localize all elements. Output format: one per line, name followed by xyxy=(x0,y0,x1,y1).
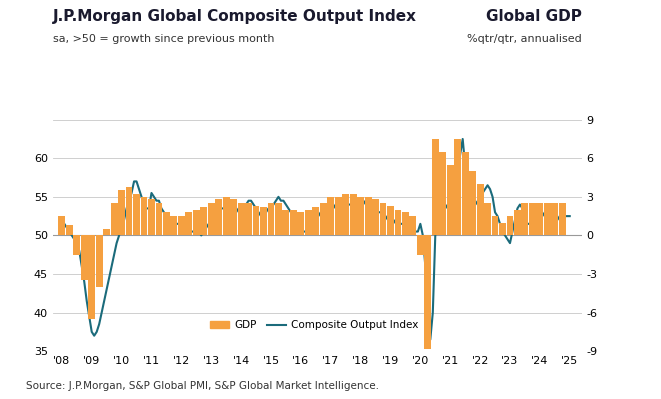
Bar xyxy=(215,200,222,235)
Bar xyxy=(66,225,73,235)
Bar xyxy=(208,203,215,235)
Bar xyxy=(522,203,528,235)
Bar xyxy=(320,203,327,235)
Composite Output Index xyxy=(123,206,131,211)
Composite Output Index xyxy=(367,202,375,207)
Bar xyxy=(297,212,304,235)
Bar xyxy=(89,235,95,319)
Legend: GDP, Composite Output Index: GDP, Composite Output Index xyxy=(206,316,422,334)
Bar xyxy=(342,194,349,235)
Bar xyxy=(551,203,559,235)
Bar xyxy=(506,216,514,235)
Bar xyxy=(58,216,65,235)
Bar xyxy=(327,197,334,235)
Bar xyxy=(559,203,566,235)
Bar xyxy=(118,190,125,235)
Bar xyxy=(350,194,356,235)
Bar xyxy=(238,203,245,235)
Bar xyxy=(230,200,237,235)
Bar xyxy=(178,216,185,235)
Bar xyxy=(96,235,102,287)
Bar xyxy=(148,200,155,235)
Bar xyxy=(110,203,118,235)
Bar xyxy=(253,206,260,235)
Bar xyxy=(409,216,416,235)
Bar xyxy=(260,207,267,235)
Bar xyxy=(379,203,387,235)
Bar xyxy=(73,235,80,255)
Bar xyxy=(365,197,371,235)
Bar xyxy=(185,212,192,235)
Bar xyxy=(387,206,394,235)
Text: J.P.Morgan Global Composite Output Index: J.P.Morgan Global Composite Output Index xyxy=(53,9,417,24)
Bar xyxy=(402,212,409,235)
Composite Output Index xyxy=(336,198,344,203)
Bar xyxy=(484,203,491,235)
Text: Source: J.P.Morgan, S&P Global PMI, S&P Global Market Intelligence.: Source: J.P.Morgan, S&P Global PMI, S&P … xyxy=(26,381,379,391)
Bar xyxy=(126,187,132,235)
Bar xyxy=(372,200,379,235)
Bar xyxy=(454,139,461,235)
Bar xyxy=(462,152,469,235)
Bar xyxy=(432,139,439,235)
Bar xyxy=(537,203,543,235)
Bar xyxy=(469,171,476,235)
Composite Output Index xyxy=(401,225,409,230)
Composite Output Index xyxy=(377,210,385,215)
Bar xyxy=(282,210,290,235)
Bar xyxy=(155,203,163,235)
Bar xyxy=(171,216,177,235)
Composite Output Index xyxy=(459,136,467,141)
Bar xyxy=(245,203,252,235)
Bar xyxy=(81,235,88,280)
Bar xyxy=(290,210,297,235)
Bar xyxy=(313,207,319,235)
Composite Output Index xyxy=(566,214,574,219)
Bar xyxy=(477,184,484,235)
Bar xyxy=(193,210,200,235)
Bar xyxy=(544,203,551,235)
Bar xyxy=(499,223,506,235)
Bar xyxy=(200,207,207,235)
Bar xyxy=(447,165,453,235)
Bar xyxy=(492,216,498,235)
Bar xyxy=(141,197,147,235)
Bar xyxy=(395,210,401,235)
Bar xyxy=(440,152,446,235)
Bar xyxy=(133,194,140,235)
Composite Output Index xyxy=(426,337,434,342)
Bar xyxy=(163,212,170,235)
Bar xyxy=(268,203,274,235)
Bar xyxy=(417,235,424,255)
Composite Output Index xyxy=(526,221,534,226)
Line: Composite Output Index: Composite Output Index xyxy=(62,139,570,340)
Bar xyxy=(514,210,521,235)
Bar xyxy=(424,235,431,349)
Composite Output Index xyxy=(58,217,66,222)
Bar xyxy=(529,203,536,235)
Bar xyxy=(334,197,342,235)
Text: %qtr/qtr, annualised: %qtr/qtr, annualised xyxy=(467,34,582,44)
Bar xyxy=(223,197,229,235)
Text: sa, >50 = growth since previous month: sa, >50 = growth since previous month xyxy=(53,34,274,44)
Bar xyxy=(103,229,110,235)
Text: Global GDP: Global GDP xyxy=(486,9,582,24)
Bar xyxy=(357,197,364,235)
Bar xyxy=(305,210,312,235)
Bar xyxy=(275,203,282,235)
